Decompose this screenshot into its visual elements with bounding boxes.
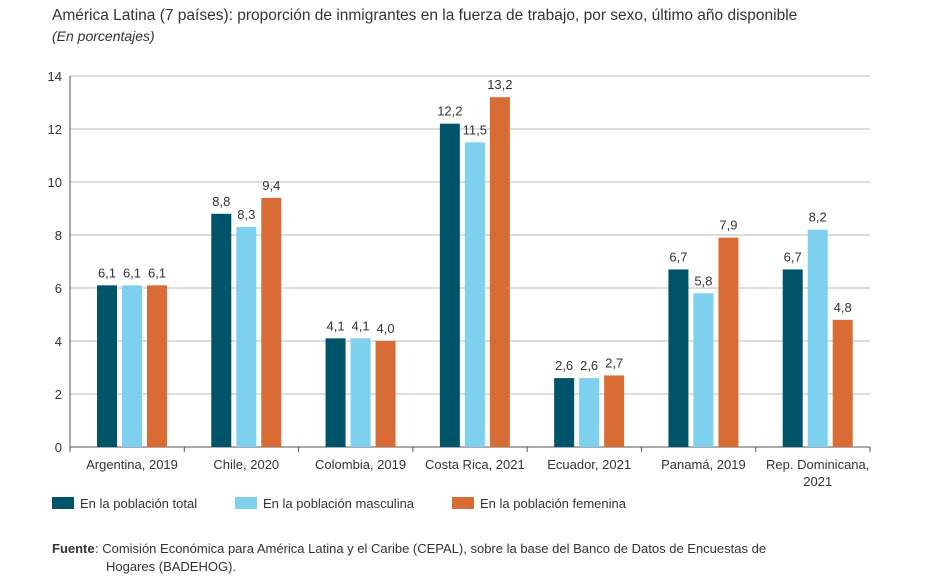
data-label: 2,6	[580, 358, 598, 373]
bar	[211, 213, 232, 447]
data-label: 12,2	[437, 104, 462, 119]
data-label: 11,5	[463, 122, 487, 137]
bar	[554, 378, 575, 447]
y-tick-label: 12	[48, 122, 62, 137]
data-label: 5,8	[694, 273, 712, 288]
data-label: 4,0	[377, 321, 395, 336]
chart-title: América Latina (7 países): proporción de…	[52, 7, 797, 24]
legend-swatch	[235, 497, 257, 509]
data-label: 2,7	[605, 355, 623, 370]
bar	[147, 285, 167, 447]
data-label: 4,1	[327, 318, 345, 333]
bar	[489, 97, 510, 447]
bar	[97, 285, 117, 447]
data-label: 6,1	[148, 265, 166, 280]
bar	[464, 142, 485, 447]
chart-subtitle: (En porcentajes)	[52, 28, 155, 44]
x-tick-label: 2021	[803, 474, 832, 489]
x-tick-label: Chile, 2020	[213, 457, 279, 472]
data-label: 8,8	[212, 194, 230, 209]
legend-label: En la población masculina	[263, 496, 415, 511]
legend-label: En la población femenina	[480, 496, 627, 511]
data-label: 8,2	[809, 210, 827, 225]
x-tick-label: Costa Rica, 2021	[425, 457, 525, 472]
bar	[807, 229, 828, 447]
legend-swatch	[52, 497, 74, 509]
x-tick-label: Argentina, 2019	[86, 457, 178, 472]
source-label: Fuente	[52, 541, 95, 556]
bar	[579, 378, 600, 447]
x-tick-label: Colombia, 2019	[315, 457, 406, 472]
data-label: 7,9	[719, 218, 737, 233]
bar	[668, 269, 689, 447]
y-tick-label: 8	[55, 228, 62, 243]
data-label: 6,1	[98, 265, 116, 280]
y-tick-label: 2	[55, 387, 62, 402]
data-label: 6,1	[123, 265, 141, 280]
data-label: 8,3	[237, 207, 255, 222]
bar	[261, 197, 282, 447]
bar	[782, 269, 803, 447]
bar	[832, 319, 853, 447]
x-tick-label: Ecuador, 2021	[547, 457, 631, 472]
bar	[350, 338, 371, 447]
bar	[439, 123, 460, 447]
bar	[604, 375, 625, 447]
x-tick-label: Panamá, 2019	[661, 457, 746, 472]
y-tick-label: 10	[48, 175, 62, 190]
bar	[236, 227, 257, 447]
data-label: 9,4	[262, 178, 280, 193]
legend-label: En la población total	[80, 496, 197, 511]
x-tick-label: Rep. Dominicana,	[766, 457, 869, 472]
bar	[122, 285, 142, 447]
data-label: 4,8	[834, 300, 852, 315]
y-tick-label: 6	[55, 281, 62, 296]
source-text-line1: : Comisión Económica para América Latina…	[95, 541, 766, 556]
y-tick-label: 14	[48, 69, 62, 84]
bar	[375, 341, 396, 447]
legend-swatch	[452, 497, 474, 509]
bar	[718, 237, 739, 447]
data-label: 13,2	[487, 77, 512, 92]
source-text-line2: Hogares (BADEHOG).	[106, 559, 236, 574]
y-tick-label: 4	[55, 334, 62, 349]
y-tick-label: 0	[55, 440, 62, 455]
data-label: 6,7	[784, 249, 802, 264]
data-label: 4,1	[352, 318, 370, 333]
data-label: 2,6	[555, 358, 573, 373]
data-label: 6,7	[669, 249, 687, 264]
bar	[325, 338, 346, 447]
bar	[693, 293, 714, 447]
